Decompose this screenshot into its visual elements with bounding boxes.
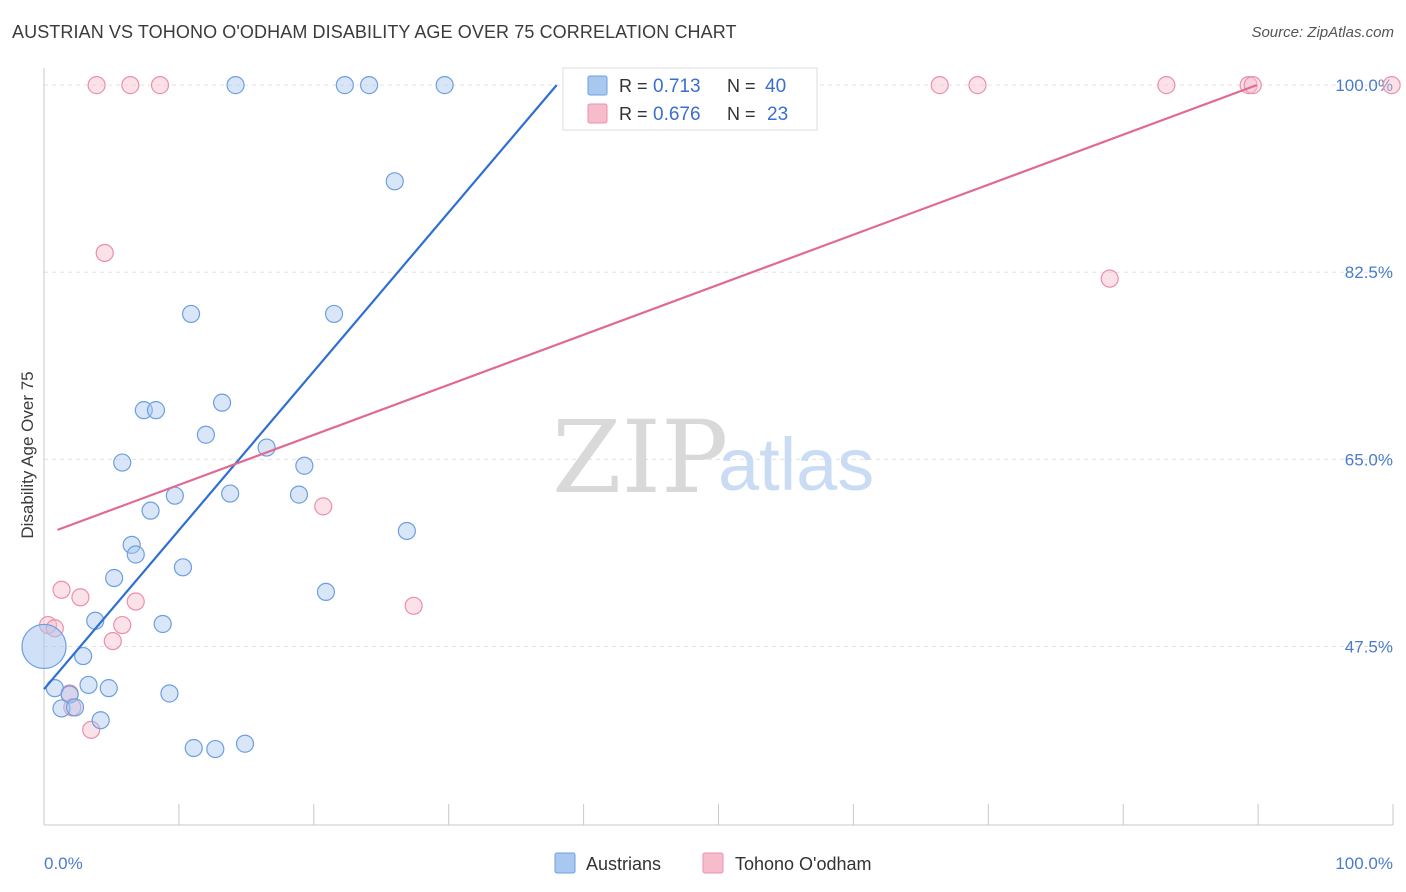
point-tohono — [1157, 76, 1176, 95]
point-tohono — [150, 76, 170, 95]
point-austrians — [184, 738, 203, 758]
point-austrians — [153, 614, 172, 634]
point-tohono — [314, 497, 333, 516]
legend-austrians-r-label: R = — [619, 76, 648, 96]
point-tohono — [82, 720, 101, 739]
point-austrians — [21, 623, 67, 670]
correlation-legend: R = 0.713 N = 40 R = 0.676 N = 23 — [562, 67, 818, 131]
point-austrians — [113, 453, 132, 472]
point-austrians — [99, 679, 118, 698]
point-tohono — [968, 76, 987, 95]
point-tohono — [404, 596, 423, 615]
point-austrians — [385, 172, 404, 191]
bottom-legend-tohono: Tohono O'odham — [735, 854, 872, 874]
y-tick-label: 47.5% — [1345, 637, 1393, 656]
point-austrians — [324, 304, 344, 324]
point-austrians — [335, 76, 354, 95]
point-austrians — [105, 568, 124, 588]
point-austrians — [122, 535, 141, 554]
x-tick-label-left: 0.0% — [44, 854, 83, 873]
legend-austrians-r-value: 0.713 — [653, 76, 701, 97]
point-tohono — [52, 580, 71, 599]
bottom-legend-austrians: Austrians — [586, 854, 661, 874]
point-austrians — [289, 485, 309, 504]
point-austrians — [435, 76, 454, 95]
point-austrians — [141, 501, 160, 520]
point-austrians — [196, 425, 215, 444]
x-tick-label-right: 100.0% — [1335, 854, 1393, 873]
chart-title: AUSTRIAN VS TOHONO O'ODHAM DISABILITY AG… — [12, 22, 737, 42]
point-austrians — [74, 646, 93, 666]
legend-swatch-tohono — [587, 103, 608, 124]
trend-line-austrians — [43, 84, 558, 690]
legend-tohono-r-value: 0.676 — [653, 104, 701, 125]
legend-austrians-n-value: 40 — [765, 76, 786, 97]
point-tohono — [1382, 76, 1401, 95]
point-tohono — [87, 76, 106, 95]
legend-austrians-n-label: N = — [727, 76, 756, 96]
point-austrians — [295, 456, 314, 475]
point-tohono — [71, 588, 90, 607]
point-austrians — [91, 711, 110, 730]
point-austrians — [146, 401, 166, 420]
legend-tohono-r-label: R = — [619, 104, 648, 124]
y-tick-label: 82.5% — [1345, 263, 1393, 282]
point-tohono — [113, 615, 132, 635]
point-austrians — [160, 684, 179, 703]
point-austrians — [226, 76, 245, 95]
point-tohono — [1100, 269, 1119, 288]
source-label: Source: ZipAtlas.com — [1251, 24, 1394, 41]
point-austrians — [360, 76, 379, 95]
legend-tohono-n-value: 23 — [767, 104, 788, 125]
point-austrians — [316, 582, 336, 602]
legend-tohono-n-label: N = — [727, 104, 756, 124]
point-austrians — [173, 558, 193, 577]
point-tohono — [95, 243, 114, 263]
point-tohono — [126, 592, 145, 611]
y-axis-label: Disability Age Over 75 — [18, 371, 37, 538]
trend-line-tohono — [57, 84, 1258, 531]
bottom-legend-swatch-austrians — [554, 852, 576, 874]
point-austrians — [65, 698, 85, 717]
trend-lines — [43, 84, 1258, 690]
point-austrians — [397, 521, 416, 541]
point-austrians — [79, 675, 98, 695]
watermark: ZIP atlas — [552, 399, 874, 516]
watermark-atlas: atlas — [718, 423, 874, 506]
point-tohono — [1243, 76, 1262, 95]
bottom-legend-swatch-tohono — [702, 852, 724, 874]
point-austrians — [235, 734, 255, 753]
point-austrians — [206, 739, 225, 759]
series-legend: Austrians Tohono O'odham — [554, 852, 872, 874]
point-tohono — [103, 631, 122, 651]
watermark-zip: ZIP — [552, 399, 728, 516]
point-austrians — [212, 393, 232, 412]
grid-lines — [44, 84, 1393, 647]
point-austrians — [126, 545, 145, 564]
y-tick-label: 65.0% — [1345, 450, 1393, 469]
point-austrians — [221, 484, 240, 503]
axes — [43, 68, 1394, 826]
y-tick-labels: 47.5% 65.0% 82.5% 100.0% — [1335, 76, 1393, 656]
legend-swatch-austrians — [587, 75, 608, 96]
point-austrians — [52, 699, 71, 718]
y-tick-label: 100.0% — [1335, 76, 1393, 95]
point-tohono — [930, 76, 949, 95]
point-austrians — [181, 304, 201, 324]
point-tohono — [121, 76, 140, 95]
